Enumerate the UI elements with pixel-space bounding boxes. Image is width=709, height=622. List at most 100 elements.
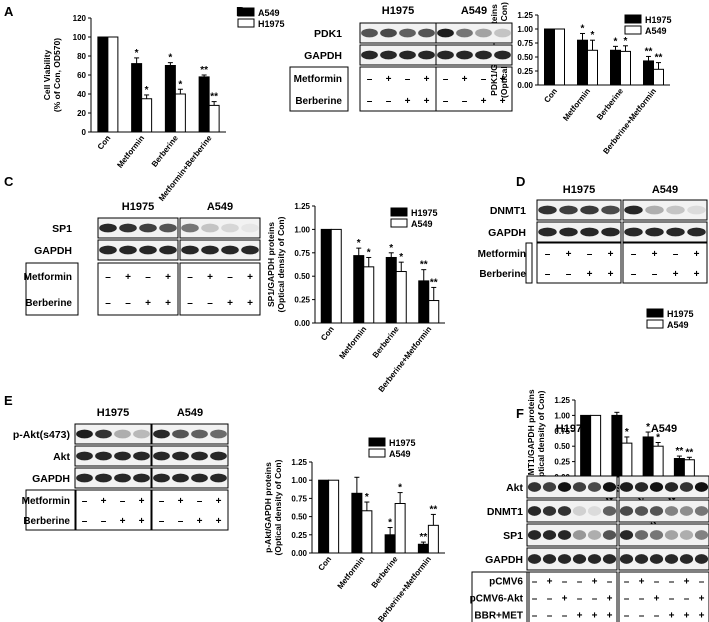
band-label: DNMT1 (487, 506, 523, 518)
treatment-sign: + (562, 594, 568, 605)
protein-band (418, 28, 435, 38)
protein-band (649, 482, 664, 492)
treatment-sign: + (145, 298, 151, 309)
treatment-sign: + (694, 269, 700, 280)
y-tick-label: 80 (77, 52, 86, 61)
panel-label-E: E (4, 393, 13, 408)
protein-band (624, 227, 643, 237)
protein-band (572, 506, 587, 516)
protein-band (153, 429, 170, 439)
band-label: Akt (506, 482, 523, 494)
blot-box (179, 239, 261, 261)
bar (673, 458, 685, 478)
protein-band (687, 227, 706, 237)
protein-band (399, 28, 416, 38)
protein-band (538, 205, 557, 215)
bar (164, 65, 176, 133)
y-axis-label: (Optical density of Con) (276, 216, 286, 312)
protein-band (619, 482, 634, 492)
cell-line-title: A549 (651, 423, 677, 435)
treatment-box (622, 242, 708, 284)
treatment-sign: – (624, 594, 630, 605)
blot-box (618, 523, 709, 547)
protein-band (133, 451, 150, 461)
legend-label: A549 (258, 8, 280, 18)
significance-mark: * (388, 518, 392, 529)
treatment-sign: – (652, 269, 658, 280)
significance-mark: ** (675, 446, 683, 457)
y-tick-label: 1.25 (517, 11, 533, 20)
protein-band (76, 429, 93, 439)
significance-mark: * (646, 422, 650, 433)
protein-band (159, 245, 177, 255)
protein-band (634, 506, 649, 516)
protein-band (494, 28, 511, 38)
band-label: GAPDH (32, 473, 70, 485)
y-tick-label: 0 (82, 128, 87, 137)
significance-mark: ** (200, 65, 208, 76)
band-label: SP1 (503, 530, 523, 542)
bar (318, 479, 330, 554)
treatment-sign: + (462, 74, 468, 85)
bar (395, 271, 407, 324)
bar (610, 49, 621, 86)
y-tick-label: 0.50 (294, 272, 310, 281)
protein-band (619, 530, 634, 540)
cell-line-title: A549 (207, 201, 233, 213)
bar (642, 436, 654, 478)
bar (385, 256, 397, 324)
protein-band (399, 50, 416, 60)
treatment-sign: – (577, 577, 583, 588)
category-label: Berberine (150, 133, 180, 168)
protein-band (557, 506, 572, 516)
protein-band (572, 530, 587, 540)
bar (417, 543, 429, 554)
protein-band (95, 473, 112, 483)
protein-band (361, 28, 378, 38)
bar (577, 39, 588, 86)
treatment-label: Berberine (295, 96, 342, 107)
treatment-sign: – (187, 298, 193, 309)
protein-band (602, 506, 617, 516)
treatment-sign: – (462, 96, 468, 107)
protein-band (572, 482, 587, 492)
treatment-sign: – (587, 249, 593, 260)
treatment-sign: – (367, 96, 373, 107)
panel-label-D: D (516, 174, 525, 189)
blot-box (526, 523, 618, 547)
treatment-sign: + (197, 516, 203, 527)
category-label: Metformin (337, 325, 368, 361)
y-tick-label: 0.50 (291, 513, 307, 522)
treatment-box (97, 262, 179, 316)
treatment-box (536, 242, 622, 284)
legend-swatch (646, 319, 664, 329)
significance-mark: * (625, 427, 629, 438)
significance-mark: ** (429, 504, 437, 515)
protein-band (624, 205, 643, 215)
bar (384, 534, 396, 554)
protein-band (181, 223, 199, 233)
significance-mark: * (398, 483, 402, 494)
bar (653, 68, 664, 86)
treatment-box (179, 262, 261, 316)
bar (590, 414, 602, 478)
treatment-label: BBR+MET (474, 611, 523, 622)
protein-band (679, 530, 694, 540)
protein-band (241, 223, 259, 233)
blot-box (97, 239, 179, 261)
treatment-label: Metformin (24, 272, 72, 283)
significance-mark: * (656, 433, 660, 444)
blot-box (536, 221, 622, 243)
protein-band (210, 473, 227, 483)
protein-band (95, 429, 112, 439)
y-tick-label: 0.75 (554, 427, 570, 436)
protein-band (538, 227, 557, 237)
treatment-sign: + (481, 96, 487, 107)
significance-mark: ** (655, 53, 663, 64)
blot-box (179, 217, 261, 239)
bar (353, 255, 365, 324)
protein-band (119, 245, 137, 255)
treatment-label: Berberine (23, 516, 70, 527)
bar-chart-E: 0.00 0.25 0.50 0.75 1.00 1.25 p-Akt/GAPDH prot… (263, 437, 445, 622)
legend-label: A549 (667, 320, 689, 330)
